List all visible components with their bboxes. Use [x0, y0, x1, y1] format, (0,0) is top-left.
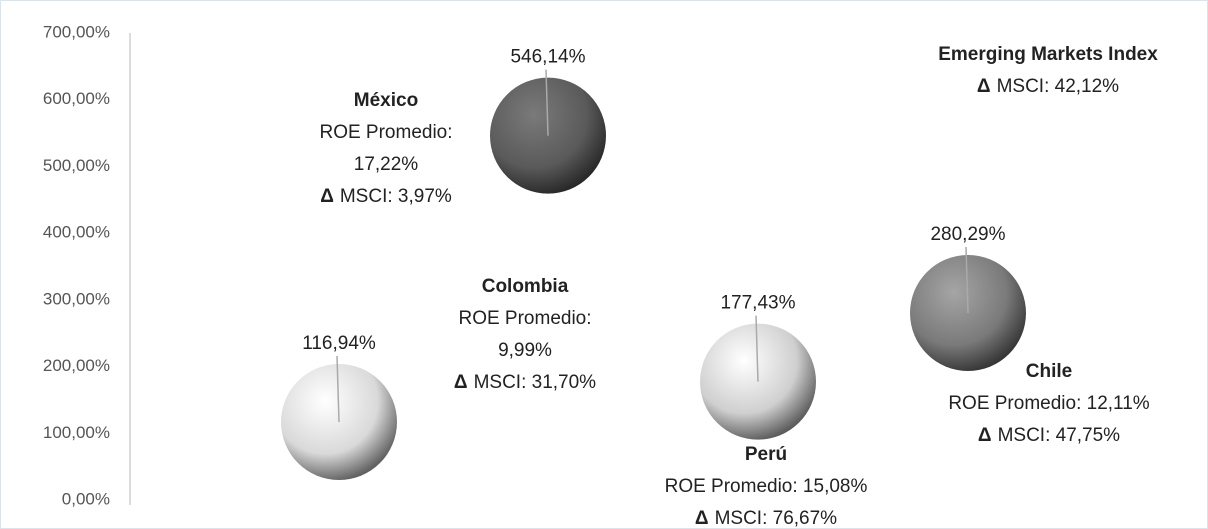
leader-line	[545, 69, 549, 136]
y-tick-label: 0,00%	[62, 489, 110, 508]
roe-label: 9,99%	[498, 340, 552, 361]
delta-symbol: Δ	[977, 76, 991, 97]
data-label: 116,94%	[302, 333, 376, 354]
msci-label: Δ MSCI: 42,12%	[977, 76, 1119, 97]
country-label: Colombia	[482, 276, 569, 297]
y-tick-label: 300,00%	[43, 289, 110, 308]
msci-value: MSCI: 42,12%	[997, 76, 1120, 97]
roe-label: ROE Promedio: 15,08%	[665, 476, 868, 497]
delta-symbol: Δ	[320, 186, 334, 207]
y-tick-label: 500,00%	[43, 156, 110, 175]
msci-label: Δ MSCI: 76,67%	[695, 508, 837, 529]
msci-label: Δ MSCI: 31,70%	[454, 372, 596, 393]
msci-label: Δ MSCI: 3,97%	[320, 186, 452, 207]
y-tick-label: 600,00%	[43, 89, 110, 108]
country-label: México	[354, 90, 418, 111]
y-tick-label: 700,00%	[43, 22, 110, 41]
delta-symbol: Δ	[454, 372, 468, 393]
leader-line	[755, 315, 759, 382]
country-label: Chile	[1026, 361, 1072, 382]
msci-value: MSCI: 47,75%	[998, 425, 1121, 446]
benchmark-title: Emerging Markets Index	[938, 44, 1158, 65]
msci-value: MSCI: 3,97%	[340, 186, 452, 207]
delta-symbol: Δ	[695, 508, 709, 529]
msci-value: MSCI: 31,70%	[474, 372, 597, 393]
roe-label: ROE Promedio:	[458, 308, 591, 329]
leader-line	[965, 246, 969, 314]
delta-symbol: Δ	[978, 425, 992, 446]
roe-label: 17,22%	[354, 154, 419, 175]
msci-label: Δ MSCI: 47,75%	[978, 425, 1120, 446]
y-tick-label: 400,00%	[43, 223, 110, 242]
country-label: Perú	[745, 444, 787, 465]
roe-label: ROE Promedio: 12,11%	[948, 393, 1149, 414]
leader-line	[336, 355, 340, 423]
y-tick-label: 200,00%	[43, 356, 110, 375]
roe-label: ROE Promedio:	[319, 122, 452, 143]
data-label: 177,43%	[720, 293, 795, 314]
msci-value: MSCI: 76,67%	[715, 508, 838, 529]
y-tick-label: 100,00%	[43, 423, 110, 442]
data-label: 546,14%	[510, 47, 585, 68]
data-label: 280,29%	[930, 224, 1005, 245]
